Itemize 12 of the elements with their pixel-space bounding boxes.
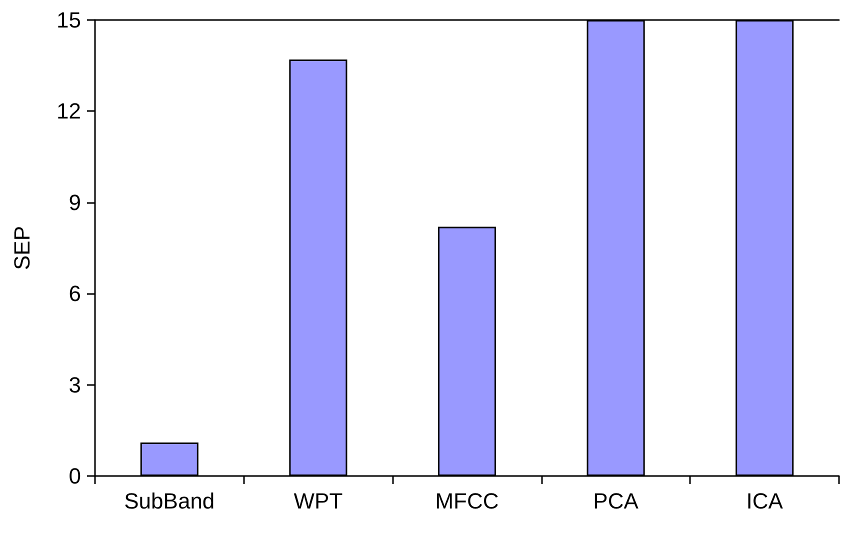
x-tick-label: PCA <box>593 488 639 514</box>
x-tick-label: WPT <box>294 488 343 514</box>
x-tick-label: ICA <box>746 488 784 514</box>
y-tick-label: 3 <box>68 372 81 398</box>
y-tick-label: 6 <box>68 281 81 306</box>
y-tick-label: 9 <box>68 190 81 215</box>
x-tick-label: MFCC <box>435 488 499 514</box>
x-tick-label: SubBand <box>124 488 215 514</box>
y-tick-label: 12 <box>56 98 81 124</box>
y-tick-label: 0 <box>68 464 81 488</box>
y-tick-label: 15 <box>56 8 81 32</box>
y-axis-title: SEP <box>10 226 34 270</box>
